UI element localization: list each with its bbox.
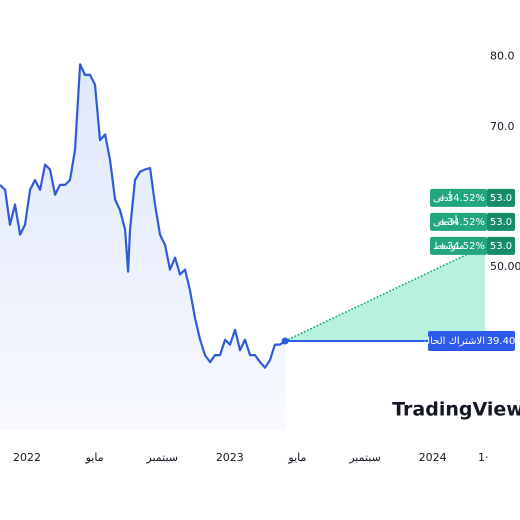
target-badge	[430, 236, 487, 255]
target-badge	[430, 188, 487, 207]
target-value: 53.0	[490, 241, 512, 252]
target-badge	[430, 212, 487, 231]
current-value: 39.40	[487, 336, 516, 347]
x-tick-label: 1·	[478, 451, 489, 464]
target-change: +34.52%	[438, 217, 485, 228]
watermark: TradingView	[392, 399, 520, 421]
x-tick-label: مايو	[85, 451, 104, 464]
target-change: +34.52%	[438, 241, 485, 252]
x-tick-label: سبتمبر	[145, 451, 178, 464]
target-name: أقصى	[433, 215, 458, 228]
current-dot	[281, 337, 289, 345]
current-label: الاشتراك الحالي	[419, 336, 485, 347]
y-tick-label: 70.0	[490, 120, 515, 133]
target-value-box	[487, 212, 515, 231]
x-tick-label: 2022	[13, 451, 41, 464]
current-badge	[428, 331, 515, 352]
target-value-box	[487, 188, 515, 207]
target-value: 53.0	[490, 193, 512, 204]
y-tick-label: 50.00	[490, 260, 520, 273]
price-area	[0, 64, 286, 431]
price-line	[0, 63, 286, 369]
x-tick-label: مايو	[287, 451, 306, 464]
target-change: +34.52%	[438, 193, 485, 204]
x-tick-label: 2024	[419, 451, 447, 464]
target-value: 53.0	[490, 217, 512, 228]
target-value-box	[487, 236, 515, 255]
x-tick-label: سبتمبر	[348, 451, 381, 464]
y-tick-label: 80.0	[490, 50, 515, 63]
target-name: متوسط	[433, 241, 464, 252]
target-name: أدنى	[433, 191, 452, 204]
x-tick-label: 2023	[216, 451, 244, 464]
forecast-area	[285, 245, 485, 342]
